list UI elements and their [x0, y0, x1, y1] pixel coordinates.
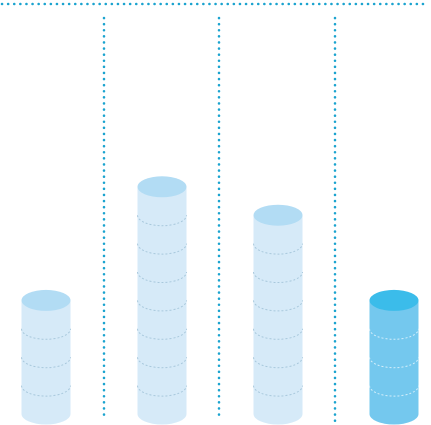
bar-segment-seam — [369, 385, 419, 397]
bar-highlighted — [369, 289, 419, 425]
bar-segment-seam — [137, 300, 187, 312]
bar-segment-seam — [253, 243, 303, 255]
bar-segment-seam — [253, 271, 303, 283]
bar-top-cap — [369, 289, 419, 311]
bar-segment-seam — [253, 385, 303, 397]
bar-segment-seam — [137, 385, 187, 397]
bar-segment-seam — [137, 243, 187, 255]
bar-segment-seam — [21, 385, 71, 397]
bar-segment-seam — [253, 300, 303, 312]
bar-top-cap — [253, 204, 303, 226]
bar — [137, 176, 187, 425]
bar-top-cap — [137, 176, 187, 198]
bar-top-cap — [21, 289, 71, 311]
bar-segment-seam — [369, 357, 419, 369]
bar-segment-seam — [137, 271, 187, 283]
bar-segment-seam — [369, 328, 419, 340]
bar-segment-seam — [253, 357, 303, 369]
bar-body — [369, 300, 419, 425]
bar-segment-seam — [21, 328, 71, 340]
bar-segment-seam — [137, 357, 187, 369]
bar-body — [137, 186, 187, 425]
bar-segment-seam — [137, 328, 187, 340]
bar-body — [21, 300, 71, 425]
bar — [21, 289, 71, 425]
bar-body — [253, 215, 303, 425]
bar — [253, 204, 303, 425]
bars-group — [21, 176, 419, 425]
bar-segment-seam — [253, 328, 303, 340]
bar-segment-seam — [21, 357, 71, 369]
bar-segment-seam — [137, 215, 187, 227]
